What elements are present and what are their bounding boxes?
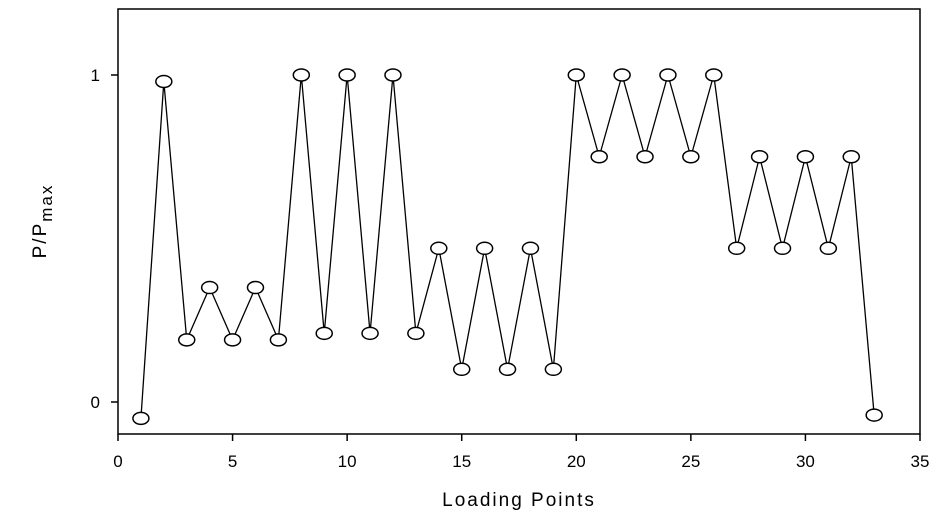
data-point-marker bbox=[246, 280, 265, 295]
data-point-marker bbox=[407, 326, 425, 341]
data-point-marker bbox=[727, 241, 746, 256]
x-axis-title: Loading Points bbox=[442, 490, 596, 511]
plot-frame bbox=[117, 8, 921, 435]
data-point-marker bbox=[452, 362, 471, 377]
data-point-marker bbox=[132, 411, 150, 426]
x-tick-label: 10 bbox=[338, 452, 357, 471]
data-point-marker bbox=[338, 68, 356, 82]
y-axis: 01 bbox=[91, 66, 118, 412]
data-point-marker bbox=[544, 362, 563, 377]
data-point-marker bbox=[361, 326, 379, 341]
data-point-marker bbox=[750, 150, 769, 164]
x-axis: 0 5 10 15 20 25 30 35 bbox=[113, 434, 929, 471]
data-point-marker bbox=[269, 333, 288, 347]
x-tick-label: 0 bbox=[113, 452, 122, 471]
data-point-marker bbox=[773, 241, 792, 256]
data-point-marker bbox=[796, 150, 815, 164]
y-axis-title: P/Pmax bbox=[30, 184, 56, 259]
data-point-marker bbox=[819, 241, 838, 256]
data-point-marker bbox=[636, 150, 654, 164]
y-axis-title-subscript: max bbox=[37, 184, 56, 222]
data-point-marker bbox=[223, 333, 242, 347]
x-tick-label: 20 bbox=[567, 452, 586, 471]
data-point-marker bbox=[682, 150, 700, 164]
data-point-marker bbox=[384, 68, 402, 82]
data-point-marker bbox=[613, 68, 631, 82]
data-point-marker bbox=[200, 280, 219, 295]
x-tick-label: 25 bbox=[681, 452, 700, 471]
data-point-marker bbox=[315, 326, 333, 341]
x-tick-label: 5 bbox=[228, 452, 237, 471]
data-point-marker bbox=[177, 333, 196, 347]
data-point-marker bbox=[590, 150, 608, 164]
x-tick-label: 30 bbox=[796, 452, 815, 471]
x-tick-label: 35 bbox=[911, 452, 930, 471]
y-tick-label: 0 bbox=[91, 393, 100, 412]
data-point-marker bbox=[705, 68, 723, 82]
data-point-marker bbox=[865, 408, 883, 422]
data-point-marker bbox=[567, 68, 586, 82]
data-markers bbox=[132, 68, 883, 426]
x-tick-label: 15 bbox=[452, 452, 471, 471]
y-axis-title-main: P/P bbox=[30, 222, 51, 259]
data-point-marker bbox=[498, 362, 517, 377]
data-point-marker bbox=[155, 74, 173, 89]
data-point-marker bbox=[292, 68, 311, 82]
data-point-marker bbox=[659, 68, 677, 82]
data-point-marker bbox=[842, 150, 861, 164]
y-tick-label: 1 bbox=[91, 66, 100, 85]
data-point-marker bbox=[430, 241, 448, 256]
data-point-marker bbox=[521, 241, 540, 256]
data-point-marker bbox=[475, 241, 494, 256]
